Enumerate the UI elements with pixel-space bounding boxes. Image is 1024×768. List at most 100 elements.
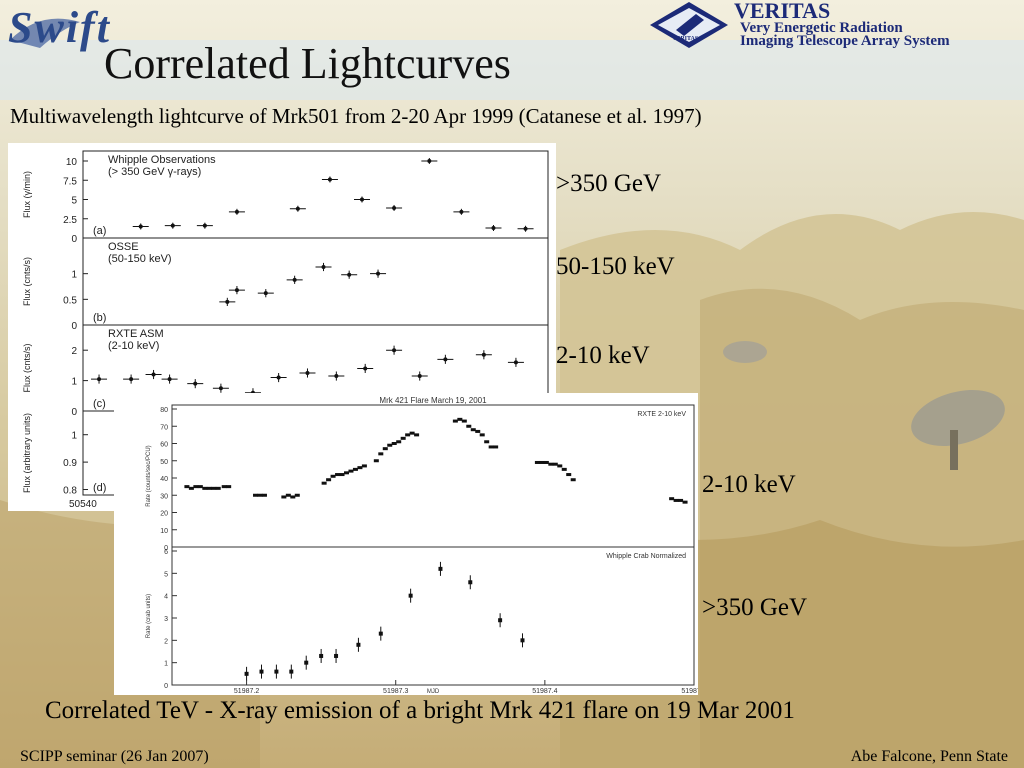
y-axis-label: Flux (γ/min) <box>22 171 32 218</box>
data-point <box>459 209 464 214</box>
y-tick-label: 2.5 <box>63 215 77 226</box>
data-point <box>468 580 473 585</box>
y-tick-label: 80 <box>160 407 168 414</box>
data-point <box>339 473 345 477</box>
chart-background <box>114 393 698 695</box>
veritas-badge-text: VERITAS <box>672 36 699 42</box>
y-axis-label: Rate (counts/sec/PCU) <box>146 445 152 506</box>
data-point <box>292 277 297 282</box>
data-point <box>392 348 397 353</box>
data-point <box>493 445 499 449</box>
veritas-tagline-2: Imaging Telescope Array System <box>740 33 950 49</box>
data-point <box>225 299 230 304</box>
panel-subtitle: (> 350 GeV γ-rays) <box>108 166 201 178</box>
y-tick-label: 5 <box>71 196 77 207</box>
y-tick-label: 4 <box>164 594 168 601</box>
y-tick-label: 0 <box>164 683 168 690</box>
telescope-dish-icon <box>723 341 1005 470</box>
data-point <box>475 429 481 433</box>
slide-title: Correlated Lightcurves <box>104 39 511 88</box>
data-point <box>321 264 326 269</box>
panel-subtitle: (2-10 keV) <box>108 340 159 352</box>
band-label-rxte: 2-10 keV <box>702 471 796 498</box>
data-point <box>534 460 540 464</box>
data-point <box>334 374 339 379</box>
data-point <box>376 271 381 276</box>
data-point <box>438 566 443 571</box>
data-point <box>304 660 309 665</box>
data-point <box>488 445 494 449</box>
band-label-osse: 50-150 keV <box>556 253 675 280</box>
veritas-tagline-1: Very Energetic Radiation <box>740 20 903 36</box>
y-tick-label: 0 <box>71 407 77 418</box>
data-point <box>319 653 324 658</box>
data-point <box>294 493 300 497</box>
data-point <box>167 377 172 382</box>
data-point <box>215 486 221 490</box>
veritas-emblem-icon <box>650 2 728 48</box>
y-tick-label: 0 <box>71 321 77 332</box>
y-tick-label: 20 <box>160 511 168 518</box>
data-point <box>347 272 352 277</box>
data-point <box>452 419 458 423</box>
data-point <box>285 493 291 497</box>
y-tick-label: 3 <box>164 616 168 623</box>
data-point <box>211 486 217 490</box>
data-point <box>343 471 349 475</box>
data-point <box>274 669 279 674</box>
x-tick-label: 51987.3 <box>383 688 408 695</box>
data-point <box>387 443 393 447</box>
data-point <box>557 464 563 468</box>
panel-letter: (c) <box>93 398 106 410</box>
y-tick-label: 70 <box>160 424 168 431</box>
data-point <box>202 486 208 490</box>
y-axis-label: Flux (cnts/s) <box>22 257 32 306</box>
y-tick-label: 5 <box>164 571 168 578</box>
data-point <box>570 478 576 482</box>
data-point <box>561 467 567 471</box>
data-point <box>405 433 411 437</box>
data-point <box>348 469 354 473</box>
panel-title: RXTE ASM <box>108 328 164 340</box>
slide-caption: Correlated TeV - X-ray emission of a bri… <box>45 697 795 724</box>
y-axis-label: Flux (arbitrary units) <box>22 413 32 493</box>
y-tick-label: 10 <box>160 528 168 535</box>
y-axis-label: Flux (cnts/s) <box>22 343 32 392</box>
data-point <box>276 375 281 380</box>
data-point <box>193 485 199 489</box>
mrk421-flare-chart: Mrk 421 Flare March 19, 2001010203040506… <box>114 393 698 695</box>
y-tick-label: 50 <box>160 459 168 466</box>
series-label: Whipple Crab Normalized <box>606 553 686 560</box>
band-label-asm: 2-10 keV <box>556 342 650 369</box>
data-point <box>417 374 422 379</box>
swift-logo-icon <box>10 18 80 48</box>
data-point <box>197 485 203 489</box>
data-point <box>552 462 558 466</box>
data-point <box>466 424 472 428</box>
data-point <box>357 466 363 470</box>
swift-logo-text: Swift <box>8 3 111 52</box>
data-point <box>566 473 572 477</box>
veritas-name: VERITAS <box>734 0 831 23</box>
data-point <box>484 440 490 444</box>
panel-letter: (b) <box>93 312 106 324</box>
data-point <box>539 460 545 464</box>
data-point <box>479 433 485 437</box>
data-point <box>151 372 156 377</box>
data-point <box>202 223 207 228</box>
y-tick-label: 1 <box>71 270 77 281</box>
data-point <box>378 452 384 456</box>
panel-subtitle: (50-150 keV) <box>108 253 172 265</box>
data-point <box>188 486 194 490</box>
data-point <box>193 381 198 386</box>
data-point <box>326 478 332 482</box>
y-tick-label: 60 <box>160 442 168 449</box>
data-point <box>378 631 383 636</box>
y-tick-label: 1 <box>71 431 77 442</box>
y-tick-label: 10 <box>66 157 78 168</box>
data-point <box>409 431 415 435</box>
data-point <box>257 493 263 497</box>
data-point <box>548 462 554 466</box>
data-point <box>138 224 143 229</box>
data-point <box>470 428 476 432</box>
